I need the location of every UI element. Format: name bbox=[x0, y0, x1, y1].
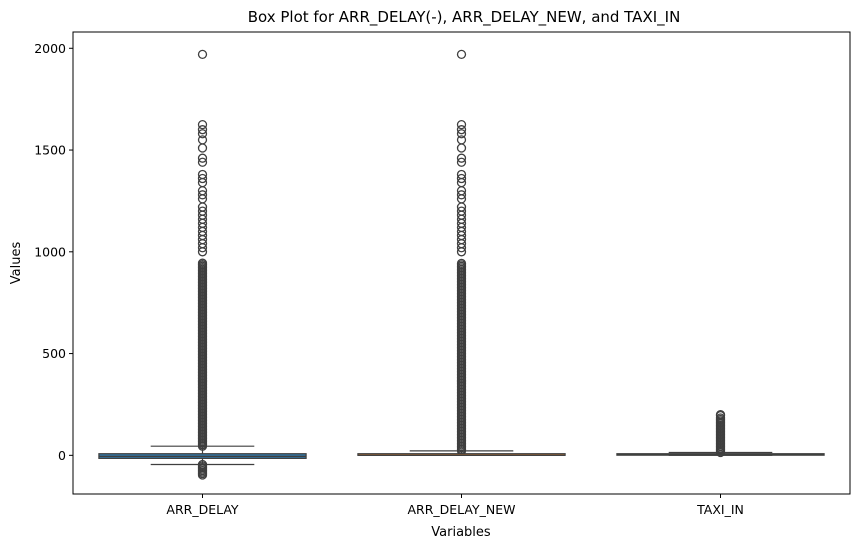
outlier-point bbox=[456, 173, 467, 184]
x-tick-label: TAXI_IN bbox=[696, 502, 744, 517]
box-group bbox=[98, 49, 307, 480]
outlier-point bbox=[456, 135, 467, 145]
outlier-point bbox=[456, 169, 467, 180]
outlier-point bbox=[197, 206, 208, 216]
y-tick-label: 0 bbox=[58, 448, 66, 463]
x-axis-title: Variables bbox=[431, 525, 491, 540]
chart-title: Box Plot for ARR_DELAY(-), ARR_DELAY_NEW… bbox=[248, 8, 681, 27]
y-tick-label: 1500 bbox=[34, 143, 66, 158]
outlier-point bbox=[456, 125, 467, 135]
outlier-point bbox=[197, 173, 208, 184]
outlier-point bbox=[456, 258, 467, 269]
outlier-point bbox=[197, 119, 208, 130]
outlier-point bbox=[456, 129, 467, 139]
y-tick-label: 2000 bbox=[34, 41, 66, 56]
outlier-point bbox=[197, 258, 208, 268]
y-axis: 0 500 1000 1500 2000 bbox=[34, 41, 73, 463]
x-tick-label: ARR_DELAY bbox=[166, 502, 239, 517]
outlier-point bbox=[456, 206, 467, 216]
outlier-point bbox=[197, 125, 208, 135]
outlier-point bbox=[197, 153, 208, 163]
outlier-point bbox=[197, 190, 208, 200]
outlier-point bbox=[456, 157, 467, 167]
x-tick-label: ARR_DELAY_NEW bbox=[407, 502, 515, 517]
outlier-point bbox=[197, 470, 208, 480]
outlier-point bbox=[456, 153, 467, 163]
outlier-point bbox=[197, 135, 208, 145]
plot-area bbox=[98, 49, 825, 480]
box-group bbox=[357, 49, 566, 456]
outlier-point bbox=[715, 409, 726, 420]
outlier-point bbox=[197, 143, 208, 153]
y-axis-title: Values bbox=[9, 242, 24, 285]
box-group bbox=[616, 409, 825, 458]
outlier-point bbox=[197, 129, 208, 139]
y-tick-label: 500 bbox=[42, 346, 66, 361]
x-axis: ARR_DELAY ARR_DELAY_NEW TAXI_IN bbox=[166, 494, 744, 517]
outlier-point bbox=[197, 169, 208, 180]
outlier-point bbox=[456, 190, 467, 200]
outlier-point bbox=[456, 143, 467, 153]
outlier-point bbox=[456, 119, 467, 130]
y-tick-label: 1000 bbox=[34, 244, 66, 259]
outlier-point bbox=[197, 157, 208, 167]
outlier-point bbox=[197, 49, 208, 60]
outlier-point bbox=[456, 49, 467, 60]
